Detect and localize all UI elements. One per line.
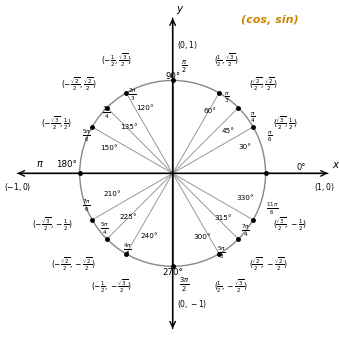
- Text: 240°: 240°: [141, 233, 158, 239]
- Text: 30°: 30°: [239, 144, 252, 151]
- Text: $\frac{\pi}{6}$: $\frac{\pi}{6}$: [267, 129, 273, 144]
- Text: $\frac{3\pi}{4}$: $\frac{3\pi}{4}$: [102, 105, 111, 121]
- Text: 210°: 210°: [103, 191, 121, 197]
- Text: $(\frac{1}{2}, \frac{\sqrt{3}}{2})$: $(\frac{1}{2}, \frac{\sqrt{3}}{2})$: [215, 52, 239, 69]
- Text: (cos, sin): (cos, sin): [241, 15, 299, 25]
- Text: $(-\frac{1}{2}, \frac{\sqrt{3}}{2})$: $(-\frac{1}{2}, \frac{\sqrt{3}}{2})$: [101, 52, 132, 69]
- Text: $\frac{4\pi}{3}$: $\frac{4\pi}{3}$: [123, 241, 132, 258]
- Text: 270°: 270°: [162, 268, 183, 277]
- Text: $(-\frac{\sqrt{3}}{2}, \frac{1}{2})$: $(-\frac{\sqrt{3}}{2}, \frac{1}{2})$: [41, 114, 72, 132]
- Text: 120°: 120°: [136, 105, 154, 111]
- Text: $\frac{3\pi}{2}$: $\frac{3\pi}{2}$: [179, 276, 189, 294]
- Text: 300°: 300°: [194, 234, 211, 240]
- Text: $\frac{7\pi}{4}$: $\frac{7\pi}{4}$: [241, 223, 251, 239]
- Text: $\frac{5\pi}{4}$: $\frac{5\pi}{4}$: [100, 221, 109, 237]
- Text: $(\frac{\sqrt{3}}{2}, \frac{1}{2})$: $(\frac{\sqrt{3}}{2}, \frac{1}{2})$: [273, 114, 298, 132]
- Text: x: x: [333, 160, 339, 170]
- Text: $(\frac{\sqrt{3}}{2}, -\frac{1}{2})$: $(\frac{\sqrt{3}}{2}, -\frac{1}{2})$: [273, 215, 307, 233]
- Text: $\frac{\pi}{4}$: $\frac{\pi}{4}$: [250, 110, 255, 125]
- Text: $(-\frac{\sqrt{2}}{2}, -\frac{\sqrt{2}}{2})$: $(-\frac{\sqrt{2}}{2}, -\frac{\sqrt{2}}{…: [52, 255, 96, 273]
- Text: $\frac{5\pi}{3}$: $\frac{5\pi}{3}$: [217, 244, 226, 261]
- Text: $(-1,0)$: $(-1,0)$: [4, 181, 32, 193]
- Text: $(-\frac{1}{2}, -\frac{\sqrt{3}}{2})$: $(-\frac{1}{2}, -\frac{\sqrt{3}}{2})$: [92, 277, 132, 295]
- Text: $(-\frac{\sqrt{3}}{2}, -\frac{1}{2})$: $(-\frac{\sqrt{3}}{2}, -\frac{1}{2})$: [32, 215, 72, 233]
- Text: $\frac{\pi}{3}$: $\frac{\pi}{3}$: [224, 90, 229, 105]
- Text: $\frac{\pi}{2}$: $\frac{\pi}{2}$: [181, 58, 187, 75]
- Text: $\frac{11\pi}{6}$: $\frac{11\pi}{6}$: [265, 201, 278, 217]
- Text: 330°: 330°: [236, 196, 254, 201]
- Text: $(-\frac{\sqrt{2}}{2}, \frac{\sqrt{2}}{2})$: $(-\frac{\sqrt{2}}{2}, \frac{\sqrt{2}}{2…: [61, 76, 96, 94]
- Text: 60°: 60°: [203, 108, 216, 114]
- Text: $\frac{2\pi}{3}$: $\frac{2\pi}{3}$: [128, 86, 137, 103]
- Text: $\frac{5\pi}{6}$: $\frac{5\pi}{6}$: [82, 128, 91, 144]
- Text: $\frac{7\pi}{6}$: $\frac{7\pi}{6}$: [82, 198, 91, 214]
- Text: $(\frac{\sqrt{2}}{2}, \frac{\sqrt{2}}{2})$: $(\frac{\sqrt{2}}{2}, \frac{\sqrt{2}}{2}…: [249, 76, 278, 94]
- Text: $(0, -1)$: $(0, -1)$: [177, 298, 207, 310]
- Text: $(\frac{\sqrt{2}}{2}, -\frac{\sqrt{2}}{2})$: $(\frac{\sqrt{2}}{2}, -\frac{\sqrt{2}}{2…: [249, 255, 287, 273]
- Text: $\pi$: $\pi$: [36, 159, 44, 169]
- Text: 0°: 0°: [296, 163, 305, 172]
- Text: $(\frac{1}{2}, -\frac{\sqrt{3}}{2})$: $(\frac{1}{2}, -\frac{\sqrt{3}}{2})$: [214, 277, 247, 295]
- Text: 180°: 180°: [56, 160, 77, 168]
- Text: $(0,1)$: $(0,1)$: [177, 39, 198, 51]
- Text: 45°: 45°: [222, 128, 235, 134]
- Text: $(1,0)$: $(1,0)$: [314, 181, 335, 193]
- Text: 225°: 225°: [119, 214, 137, 220]
- Text: 315°: 315°: [214, 215, 232, 221]
- Text: y: y: [176, 3, 182, 14]
- Text: 150°: 150°: [101, 145, 118, 151]
- Text: 135°: 135°: [120, 124, 138, 130]
- Text: 90°: 90°: [165, 72, 180, 81]
